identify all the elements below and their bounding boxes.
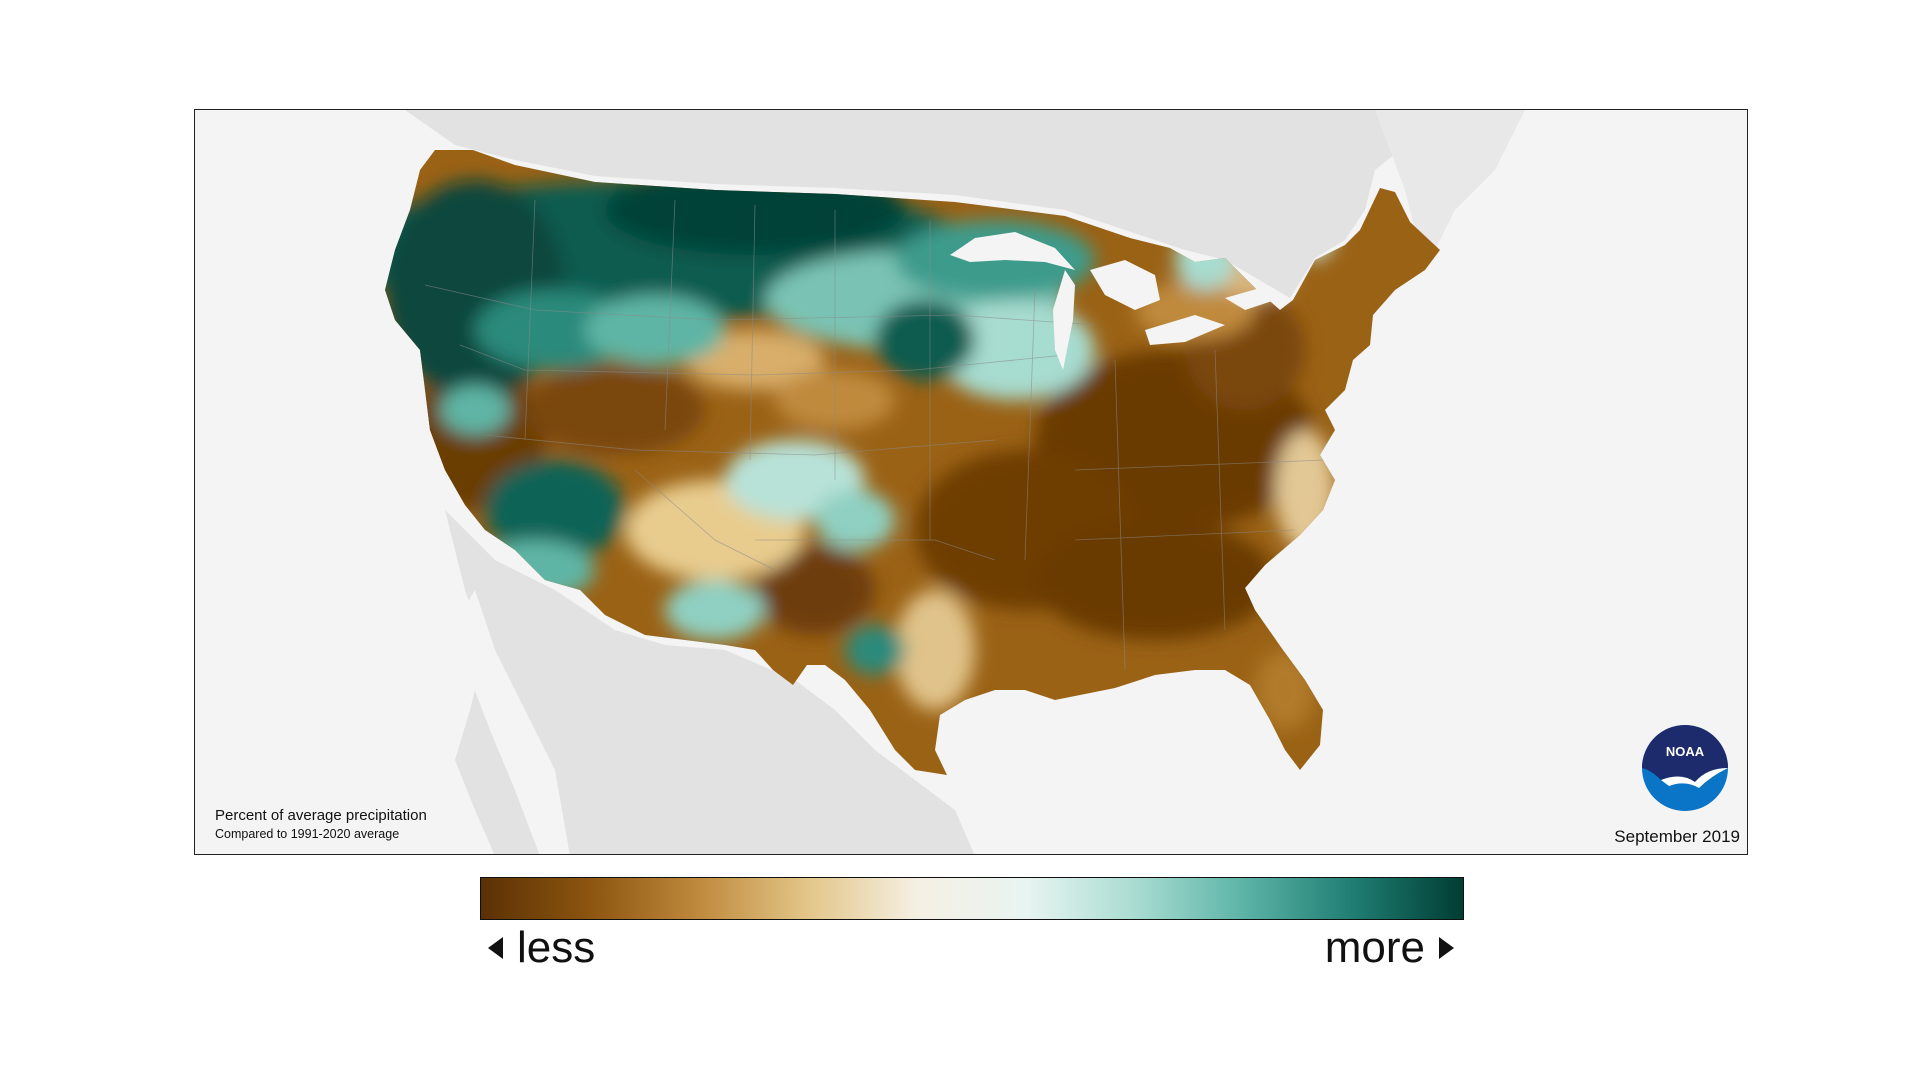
map-title: Percent of average precipitation xyxy=(215,807,427,824)
arrow-right-icon xyxy=(1439,937,1454,959)
legend-less: less xyxy=(488,918,595,978)
map-subtitle: Compared to 1991-2020 average xyxy=(215,827,400,841)
legend-less-label: less xyxy=(517,923,596,972)
legend-more: more xyxy=(1325,918,1454,978)
noaa-logo-text: NOAA xyxy=(1666,744,1705,759)
map-date: September 2019 xyxy=(1614,827,1740,846)
noaa-logo: NOAA xyxy=(1642,725,1728,811)
map-frame: NOAA Percent of average precipitation Co… xyxy=(194,109,1748,855)
legend-more-label: more xyxy=(1324,923,1425,972)
legend-color-bar xyxy=(480,877,1464,920)
arrow-left-icon xyxy=(488,937,503,959)
precipitation-map xyxy=(195,110,1747,854)
